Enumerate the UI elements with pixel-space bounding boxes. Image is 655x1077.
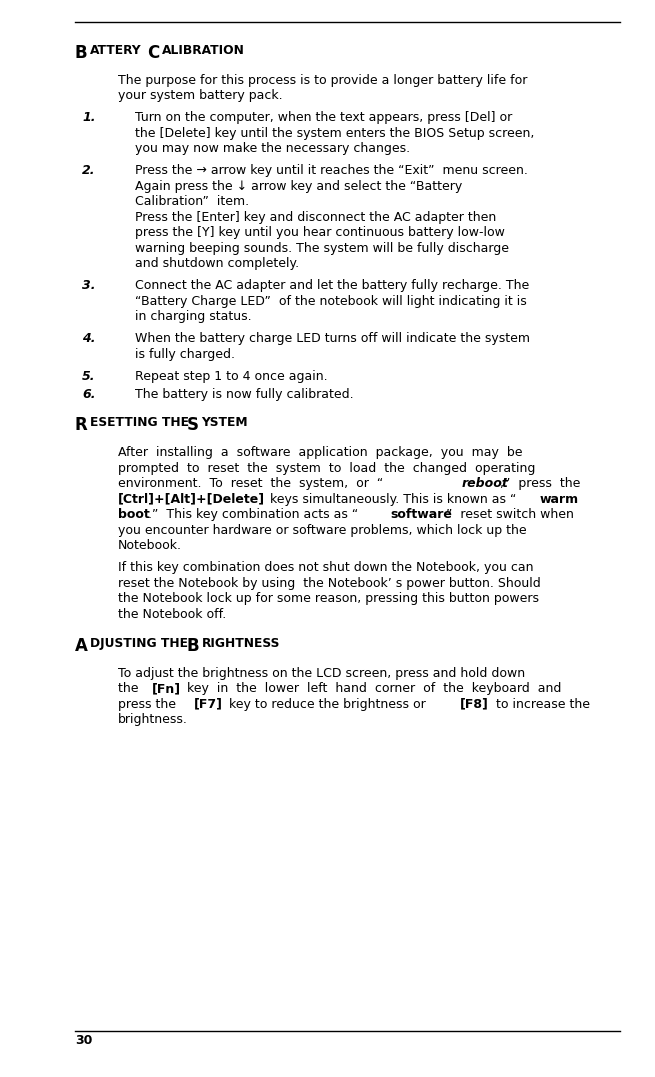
Text: B: B xyxy=(187,637,200,655)
Text: S: S xyxy=(187,417,199,434)
Text: Calibration”  item.: Calibration” item. xyxy=(135,196,249,209)
Text: To adjust the brightness on the LCD screen, press and hold down: To adjust the brightness on the LCD scre… xyxy=(118,667,525,680)
Text: If this key combination does not shut down the Notebook, you can: If this key combination does not shut do… xyxy=(118,561,534,574)
Text: your system battery pack.: your system battery pack. xyxy=(118,89,282,102)
Text: Notebook.: Notebook. xyxy=(118,540,182,553)
Text: ALIBRATION: ALIBRATION xyxy=(162,44,244,57)
Text: RIGHTNESS: RIGHTNESS xyxy=(202,637,280,649)
Text: ,”  press  the: ,” press the xyxy=(500,477,580,490)
Text: Press the → arrow key until it reaches the “Exit”  menu screen.: Press the → arrow key until it reaches t… xyxy=(135,165,528,178)
Text: 30: 30 xyxy=(75,1034,92,1047)
Text: environment.  To  reset  the  system,  or  “: environment. To reset the system, or “ xyxy=(118,477,383,490)
Text: to increase the: to increase the xyxy=(488,698,590,711)
Text: Repeat step 1 to 4 once again.: Repeat step 1 to 4 once again. xyxy=(135,370,328,383)
Text: [F7]: [F7] xyxy=(193,698,223,711)
Text: [F8]: [F8] xyxy=(460,698,489,711)
Text: press the: press the xyxy=(118,698,184,711)
Text: reset the Notebook by using  the Notebook’ s power button. Should: reset the Notebook by using the Notebook… xyxy=(118,577,541,590)
Text: C: C xyxy=(147,44,159,62)
Text: 5.: 5. xyxy=(82,370,96,383)
Text: Turn on the computer, when the text appears, press [Del] or: Turn on the computer, when the text appe… xyxy=(135,112,512,125)
Text: When the battery charge LED turns off will indicate the system: When the battery charge LED turns off wi… xyxy=(135,333,530,346)
Text: key to reduce the brightness or: key to reduce the brightness or xyxy=(221,698,434,711)
Text: you encounter hardware or software problems, which lock up the: you encounter hardware or software probl… xyxy=(118,523,527,537)
Text: R: R xyxy=(75,417,88,434)
Text: The purpose for this process is to provide a longer battery life for: The purpose for this process is to provi… xyxy=(118,74,527,87)
Text: 4.: 4. xyxy=(82,333,96,346)
Text: boot: boot xyxy=(118,508,150,521)
Text: 6.: 6. xyxy=(82,388,96,401)
Text: A: A xyxy=(75,637,88,655)
Text: brightness.: brightness. xyxy=(118,713,188,726)
Text: in charging status.: in charging status. xyxy=(135,310,252,323)
Text: the: the xyxy=(118,682,147,695)
Text: DJUSTING THE: DJUSTING THE xyxy=(90,637,187,649)
Text: Again press the ↓ arrow key and select the “Battery: Again press the ↓ arrow key and select t… xyxy=(135,180,462,193)
Text: Connect the AC adapter and let the battery fully recharge. The: Connect the AC adapter and let the batte… xyxy=(135,280,529,293)
Text: Press the [Enter] key and disconnect the AC adapter then: Press the [Enter] key and disconnect the… xyxy=(135,211,496,224)
Text: the Notebook lock up for some reason, pressing this button powers: the Notebook lock up for some reason, pr… xyxy=(118,592,539,605)
Text: press the [Y] key until you hear continuous battery low-low: press the [Y] key until you hear continu… xyxy=(135,226,505,239)
Text: [Fn]: [Fn] xyxy=(152,682,181,695)
Text: prompted  to  reset  the  system  to  load  the  changed  operating: prompted to reset the system to load the… xyxy=(118,462,535,475)
Text: key  in  the  lower  left  hand  corner  of  the  keyboard  and: key in the lower left hand corner of the… xyxy=(179,682,561,695)
Text: ”  reset switch when: ” reset switch when xyxy=(446,508,574,521)
Text: B: B xyxy=(75,44,88,62)
Text: warning beeping sounds. The system will be fully discharge: warning beeping sounds. The system will … xyxy=(135,242,509,255)
Text: the Notebook off.: the Notebook off. xyxy=(118,607,226,621)
Text: reboot: reboot xyxy=(462,477,509,490)
Text: warm: warm xyxy=(540,493,579,506)
Text: .”  This key combination acts as “: .” This key combination acts as “ xyxy=(147,508,358,521)
Text: YSTEM: YSTEM xyxy=(202,417,248,430)
Text: The battery is now fully calibrated.: The battery is now fully calibrated. xyxy=(135,388,354,401)
Text: 1.: 1. xyxy=(82,112,96,125)
Text: After  installing  a  software  application  package,  you  may  be: After installing a software application … xyxy=(118,447,523,460)
Text: [Ctrl]+[Alt]+[Delete]: [Ctrl]+[Alt]+[Delete] xyxy=(118,493,265,506)
Text: “Battery Charge LED”  of the notebook will light indicating it is: “Battery Charge LED” of the notebook wil… xyxy=(135,295,527,308)
Text: 3.: 3. xyxy=(82,280,96,293)
Text: you may now make the necessary changes.: you may now make the necessary changes. xyxy=(135,142,410,155)
Text: software: software xyxy=(390,508,452,521)
Text: ESETTING THE: ESETTING THE xyxy=(90,417,189,430)
Text: the [Delete] key until the system enters the BIOS Setup screen,: the [Delete] key until the system enters… xyxy=(135,127,534,140)
Text: and shutdown completely.: and shutdown completely. xyxy=(135,257,299,270)
Text: ATTERY: ATTERY xyxy=(90,44,141,57)
Text: is fully charged.: is fully charged. xyxy=(135,348,235,361)
Text: 2.: 2. xyxy=(82,165,96,178)
Text: keys simultaneously. This is known as “: keys simultaneously. This is known as “ xyxy=(266,493,516,506)
